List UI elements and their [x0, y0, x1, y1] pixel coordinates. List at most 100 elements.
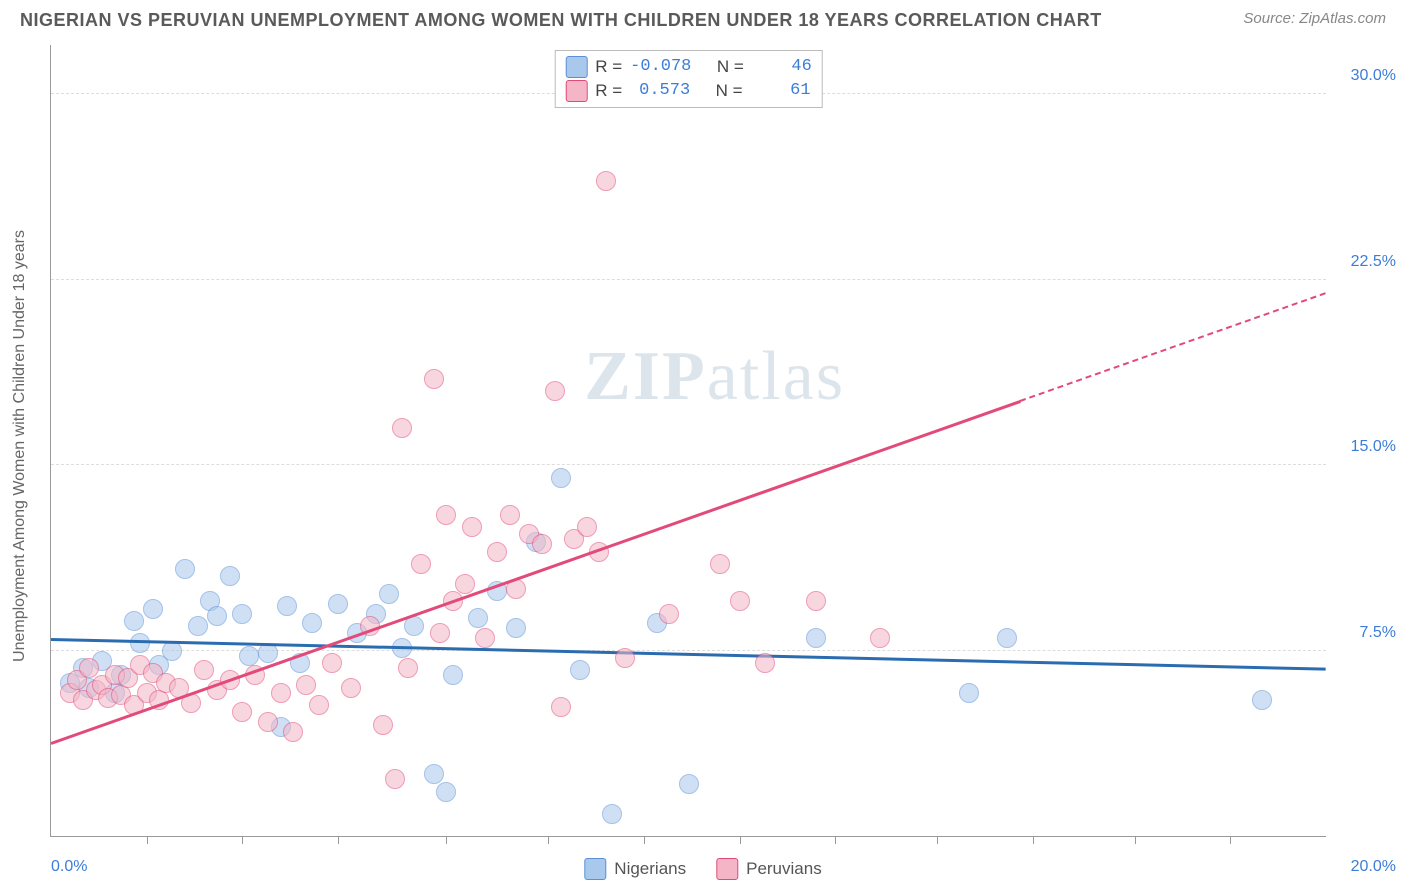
data-point	[506, 618, 526, 638]
data-point	[959, 683, 979, 703]
data-point	[341, 678, 361, 698]
data-point	[755, 653, 775, 673]
data-point	[309, 695, 329, 715]
n-label: N =	[716, 79, 743, 103]
data-point	[296, 675, 316, 695]
data-point	[411, 554, 431, 574]
n-value: 61	[751, 79, 811, 103]
data-point	[207, 606, 227, 626]
data-point	[79, 658, 99, 678]
data-point	[175, 559, 195, 579]
x-tick	[147, 836, 148, 844]
data-point	[220, 566, 240, 586]
data-point	[424, 369, 444, 389]
x-tick	[338, 836, 339, 844]
data-point	[730, 591, 750, 611]
legend-swatch	[716, 858, 738, 880]
x-tick	[740, 836, 741, 844]
gridline	[51, 464, 1326, 465]
x-tick-label-min: 0.0%	[51, 858, 87, 876]
source-attribution: Source: ZipAtlas.com	[1243, 10, 1386, 27]
data-point	[596, 171, 616, 191]
r-value: 0.573	[630, 79, 690, 103]
data-point	[283, 722, 303, 742]
data-point	[455, 574, 475, 594]
trend-line	[1020, 292, 1327, 402]
data-point	[302, 613, 322, 633]
x-tick-label-max: 20.0%	[1351, 858, 1396, 876]
data-point	[475, 628, 495, 648]
legend-item: Nigerians	[584, 858, 686, 880]
data-point	[659, 604, 679, 624]
data-point	[806, 591, 826, 611]
data-point	[373, 715, 393, 735]
data-point	[487, 542, 507, 562]
x-tick	[446, 836, 447, 844]
data-point	[385, 769, 405, 789]
data-point	[271, 683, 291, 703]
legend-swatch	[584, 858, 606, 880]
data-point	[424, 764, 444, 784]
data-point	[1252, 690, 1272, 710]
data-point	[258, 712, 278, 732]
data-point	[436, 782, 456, 802]
data-point	[398, 658, 418, 678]
data-point	[430, 623, 450, 643]
y-tick-label: 15.0%	[1336, 438, 1396, 456]
data-point	[870, 628, 890, 648]
data-point	[188, 616, 208, 636]
data-point	[143, 599, 163, 619]
data-point	[551, 697, 571, 717]
y-axis-title: Unemployment Among Women with Children U…	[11, 230, 29, 662]
legend-label: Nigerians	[614, 859, 686, 879]
y-tick-label: 30.0%	[1336, 67, 1396, 85]
stats-row: R = -0.078 N = 46	[565, 55, 812, 79]
r-label: R =	[595, 55, 622, 79]
x-tick	[242, 836, 243, 844]
legend-label: Peruvians	[746, 859, 822, 879]
data-point	[124, 611, 144, 631]
data-point	[239, 646, 259, 666]
data-point	[710, 554, 730, 574]
legend: Nigerians Peruvians	[584, 858, 821, 880]
stats-box: R = -0.078 N = 46 R = 0.573 N = 61	[554, 50, 823, 108]
r-label: R =	[595, 79, 622, 103]
y-tick-label: 7.5%	[1336, 624, 1396, 642]
data-point	[500, 505, 520, 525]
data-point	[545, 381, 565, 401]
data-point	[443, 665, 463, 685]
data-point	[232, 702, 252, 722]
chart-title: NIGERIAN VS PERUVIAN UNEMPLOYMENT AMONG …	[20, 10, 1102, 31]
data-point	[232, 604, 252, 624]
y-tick-label: 22.5%	[1336, 253, 1396, 271]
series-swatch	[565, 56, 587, 78]
data-point	[328, 594, 348, 614]
data-point	[577, 517, 597, 537]
gridline	[51, 279, 1326, 280]
data-point	[615, 648, 635, 668]
series-swatch	[565, 80, 587, 102]
x-tick	[835, 836, 836, 844]
data-point	[806, 628, 826, 648]
data-point	[322, 653, 342, 673]
data-point	[436, 505, 456, 525]
r-value: -0.078	[630, 55, 691, 79]
data-point	[679, 774, 699, 794]
x-tick	[548, 836, 549, 844]
n-label: N =	[717, 55, 744, 79]
data-point	[997, 628, 1017, 648]
data-point	[379, 584, 399, 604]
stats-row: R = 0.573 N = 61	[565, 79, 812, 103]
data-point	[468, 608, 488, 628]
data-point	[277, 596, 297, 616]
x-tick	[1230, 836, 1231, 844]
n-value: 46	[752, 55, 812, 79]
trend-line	[51, 400, 1021, 745]
data-point	[551, 468, 571, 488]
data-point	[392, 418, 412, 438]
x-tick	[1135, 836, 1136, 844]
x-tick	[1033, 836, 1034, 844]
scatter-chart: ZIPatlas R =-0.078 N =46R =0.573 N =61 7…	[50, 45, 1326, 837]
x-tick	[644, 836, 645, 844]
data-point	[194, 660, 214, 680]
